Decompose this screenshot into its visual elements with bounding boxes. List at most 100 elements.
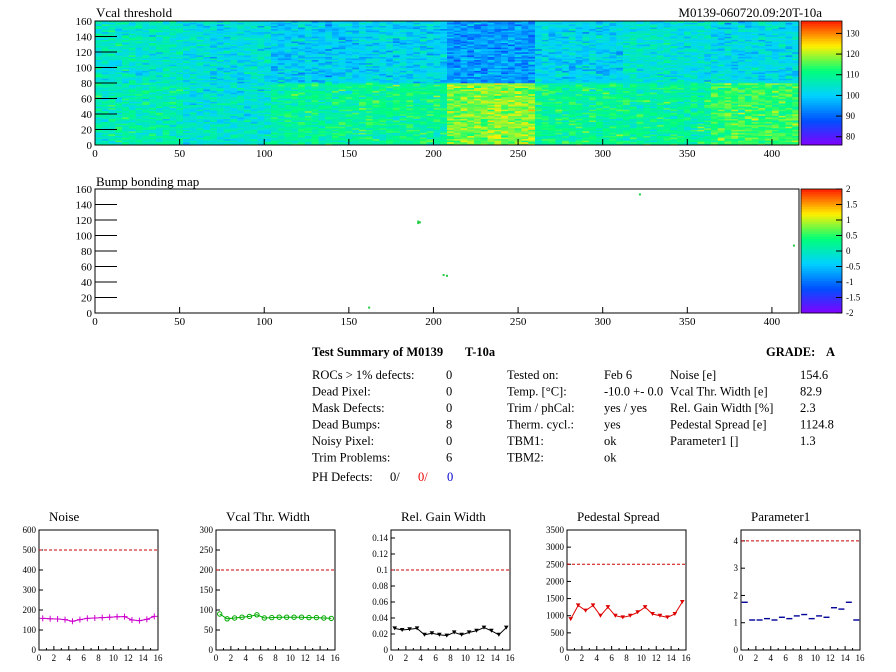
vcal-cell	[650, 103, 658, 105]
vcal-cell	[298, 127, 306, 130]
vcal-cell	[379, 86, 387, 88]
vcal-cell	[128, 38, 136, 40]
vcal-cell	[697, 120, 705, 123]
vcal-cell	[751, 115, 759, 118]
vcal-cell	[480, 98, 488, 101]
vcal-cell	[291, 98, 299, 101]
vcal-cell	[155, 124, 163, 127]
vcal-cell	[122, 110, 130, 113]
vcal-cell	[697, 87, 705, 90]
vcal-cell	[399, 86, 407, 88]
vcal-cell	[196, 45, 204, 48]
vcal-cell	[95, 140, 103, 143]
vcal-cell	[162, 98, 170, 101]
vcal-cell	[582, 103, 590, 105]
vcal-cell	[643, 86, 651, 88]
vcal-cell	[304, 129, 312, 132]
vcal-cell	[169, 79, 177, 82]
vcal-cell	[507, 84, 515, 87]
vcal-cell	[122, 124, 130, 127]
vcal-cell	[264, 124, 272, 127]
vcal-cell	[426, 124, 434, 127]
vcal-cell	[359, 112, 367, 115]
vcal-cell	[433, 107, 441, 110]
vcal-cell	[284, 89, 292, 92]
vcal-cell	[250, 118, 258, 121]
vcal-cell	[108, 76, 116, 79]
vcal-cell	[629, 129, 637, 132]
vcal-cell	[135, 36, 143, 39]
vcal-cell	[765, 96, 773, 99]
vcal-cell	[203, 84, 211, 87]
vcal-cell	[487, 118, 495, 121]
vcal-cell	[135, 34, 143, 37]
vcal-cell	[663, 127, 671, 130]
vcal-cell	[372, 90, 380, 93]
vcal-cell	[250, 137, 258, 140]
vcal-cell	[210, 131, 218, 133]
vcal-cell	[203, 109, 211, 112]
vcal-cell	[487, 138, 495, 141]
vcal-cell	[467, 129, 475, 132]
vcal-cell	[379, 114, 387, 116]
vcal-cell	[738, 137, 746, 140]
vcal-cell	[677, 123, 685, 126]
vcal-cell	[494, 103, 502, 105]
vcal-cell	[589, 92, 597, 95]
vcal-cell	[284, 98, 292, 101]
vcal-cell	[230, 127, 238, 130]
vcal-cell	[250, 131, 258, 133]
vcal-cell	[284, 137, 292, 140]
vcal-cell	[108, 93, 116, 96]
vcal-cell	[541, 120, 549, 123]
vcal-cell	[101, 53, 109, 56]
vcal-cell	[494, 110, 502, 113]
vcal-cell	[785, 87, 793, 90]
vcal-cell	[298, 131, 306, 133]
vcal-cell	[399, 107, 407, 110]
vcal-cell	[426, 107, 434, 110]
vcal-cell	[162, 138, 170, 141]
vcal-cell	[419, 112, 427, 115]
vcal-cell	[724, 89, 732, 92]
vcal-cell	[474, 84, 482, 87]
vcal-cell	[548, 127, 556, 130]
vcal-cell	[555, 100, 563, 102]
vcal-cell	[311, 137, 319, 140]
vcal-cell	[656, 103, 664, 105]
vcal-cell	[196, 123, 204, 126]
vcal-cell	[453, 140, 461, 143]
vcal-cell	[264, 78, 272, 81]
vcal-cell	[494, 95, 502, 98]
vcal-cell	[663, 93, 671, 96]
vcal-cell	[264, 141, 272, 144]
vcal-cell	[650, 138, 658, 141]
vcal-cell	[399, 138, 407, 141]
vcal-cell	[142, 83, 150, 85]
vcal-cell	[196, 47, 204, 50]
vcal-cell	[501, 134, 509, 136]
vcal-cell	[487, 89, 495, 92]
vcal-cell	[128, 137, 136, 140]
vcal-cell	[196, 69, 204, 71]
vcal-cell	[419, 143, 427, 146]
vcal-cell	[643, 101, 651, 104]
vcal-cell	[203, 98, 211, 101]
vcal-cell	[352, 96, 360, 99]
vcal-cell	[690, 143, 698, 146]
vcal-cell	[122, 104, 130, 107]
vcal-cell	[480, 143, 488, 146]
vcal-cell	[196, 124, 204, 127]
vcal-cell	[548, 135, 556, 138]
vcal-cell	[169, 114, 177, 116]
vcal-cell	[230, 112, 238, 115]
vcal-cell	[271, 103, 279, 105]
vcal-cell	[135, 143, 143, 146]
vcal-cell	[623, 120, 631, 123]
vcal-cell	[528, 141, 536, 144]
vcal-cell	[243, 115, 251, 118]
vcal-cell	[359, 89, 367, 92]
vcal-cell	[108, 143, 116, 146]
vcal-cell	[386, 118, 394, 121]
vcal-cell	[338, 127, 346, 130]
